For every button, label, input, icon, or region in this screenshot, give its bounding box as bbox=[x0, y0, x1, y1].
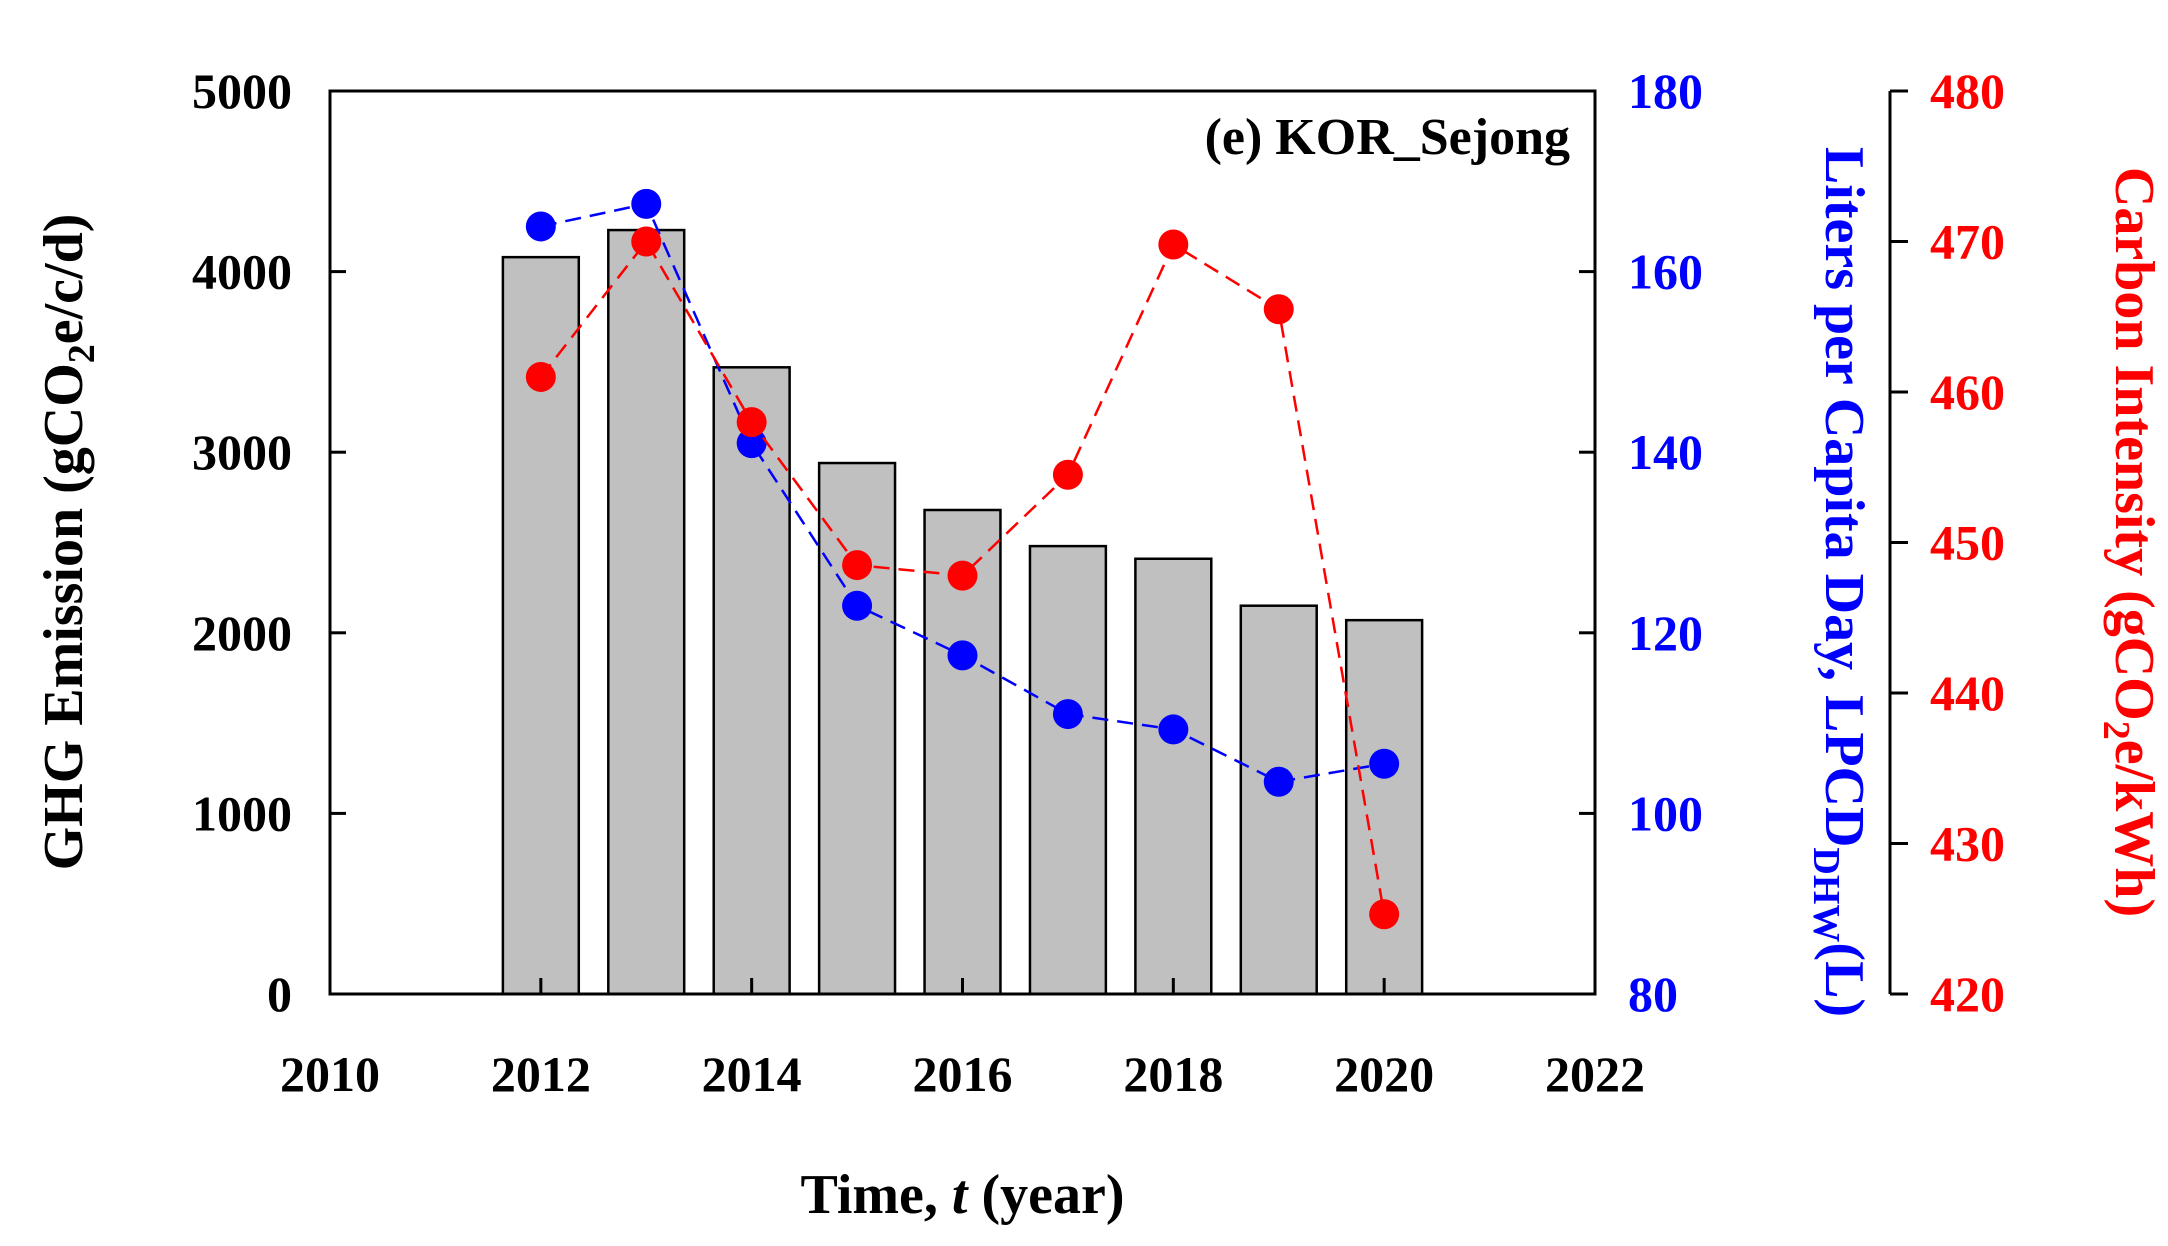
carbon-intensity-tick-label-460: 460 bbox=[1930, 364, 2005, 420]
bar-2020 bbox=[1344, 618, 1424, 996]
lpcd-tick-label-100: 100 bbox=[1628, 785, 1703, 841]
bar-2016 bbox=[923, 508, 1002, 996]
x-tick-label-2014: 2014 bbox=[702, 1046, 802, 1102]
carbon-intensity-point-2018 bbox=[1158, 229, 1189, 260]
bar-2019 bbox=[1239, 604, 1318, 996]
left-tick-label-2000: 2000 bbox=[192, 605, 292, 661]
x-axis-title: Time, t (year) bbox=[801, 1164, 1125, 1226]
panel-label: (e) KOR_Sejong bbox=[1205, 109, 1570, 166]
lpcd-point-2018 bbox=[1158, 714, 1189, 745]
lpcd-point-2015 bbox=[842, 590, 873, 621]
left-axis-title: GHG Emission (gCO2e/c/d) bbox=[33, 214, 103, 871]
lpcd-tick-label-80: 80 bbox=[1628, 966, 1678, 1022]
axes-layer bbox=[328, 89, 1908, 996]
carbon-intensity-tick-label-470: 470 bbox=[1930, 214, 2005, 270]
bar-2015 bbox=[817, 461, 897, 996]
lpcd-tick-label-120: 120 bbox=[1628, 605, 1703, 661]
left-tick-label-0: 0 bbox=[267, 966, 292, 1022]
lpcd-tick-label-140: 140 bbox=[1628, 424, 1703, 480]
lpcd-point-2016 bbox=[947, 640, 978, 671]
x-tick-label-2020: 2020 bbox=[1334, 1046, 1434, 1102]
left-tick-label-3000: 3000 bbox=[192, 424, 292, 480]
lpcd-point-2019 bbox=[1263, 766, 1294, 797]
carbon-intensity-point-2013 bbox=[631, 226, 662, 257]
carbon-intensity-axis-title: Carbon Intensity (gCO2e/kWh) bbox=[2095, 167, 2165, 917]
labels-layer: 2010 2012 2014 2016 2018 2020 2022 0 1000 2000 300… bbox=[33, 63, 2165, 1226]
bar-2018 bbox=[1134, 557, 1213, 996]
carbon-intensity-point-2015 bbox=[842, 550, 873, 581]
carbon-intensity-point-2016 bbox=[947, 560, 978, 591]
carbon-intensity-point-2014 bbox=[736, 407, 767, 438]
x-tick-label-2010: 2010 bbox=[280, 1046, 380, 1102]
lpcd-tick-label-180: 180 bbox=[1628, 63, 1703, 119]
bars-layer bbox=[501, 228, 1424, 996]
left-tick-label-1000: 1000 bbox=[192, 785, 292, 841]
lpcd-point-2020 bbox=[1369, 748, 1400, 779]
carbon-intensity-tick-label-420: 420 bbox=[1930, 966, 2005, 1022]
left-tick-label-4000: 4000 bbox=[192, 244, 292, 300]
carbon-intensity-tick-label-440: 440 bbox=[1930, 665, 2005, 721]
x-tick-label-2016: 2016 bbox=[913, 1046, 1013, 1102]
carbon-intensity-tick-label-450: 450 bbox=[1930, 515, 2005, 571]
x-tick-label-2012: 2012 bbox=[491, 1046, 591, 1102]
lines-layer bbox=[525, 188, 1400, 930]
carbon-intensity-point-2019 bbox=[1263, 294, 1294, 325]
carbon-intensity-point-2017 bbox=[1052, 459, 1083, 490]
x-tick-label-2018: 2018 bbox=[1123, 1046, 1223, 1102]
carbon-intensity-point-2020 bbox=[1369, 899, 1400, 930]
bar-2014 bbox=[712, 366, 791, 996]
bar-2013 bbox=[607, 228, 686, 996]
lpcd-tick-label-160: 160 bbox=[1628, 244, 1703, 300]
carbon-intensity-point-2012 bbox=[525, 361, 556, 392]
carbon-intensity-tick-label-430: 430 bbox=[1930, 816, 2005, 872]
lpcd-point-2014 bbox=[736, 428, 767, 459]
x-tick-label-2022: 2022 bbox=[1545, 1046, 1645, 1102]
carbon-intensity-tick-label-480: 480 bbox=[1930, 63, 2005, 119]
lpcd-point-2017 bbox=[1052, 699, 1083, 730]
left-tick-label-5000: 5000 bbox=[192, 63, 292, 119]
lpcd-point-2012 bbox=[525, 211, 556, 242]
bar-2017 bbox=[1028, 544, 1108, 996]
lpcd-axis-title: Liters per Capita Day, LPCDDHW(L) bbox=[1805, 147, 1875, 1017]
lpcd-point-2013 bbox=[631, 188, 662, 219]
